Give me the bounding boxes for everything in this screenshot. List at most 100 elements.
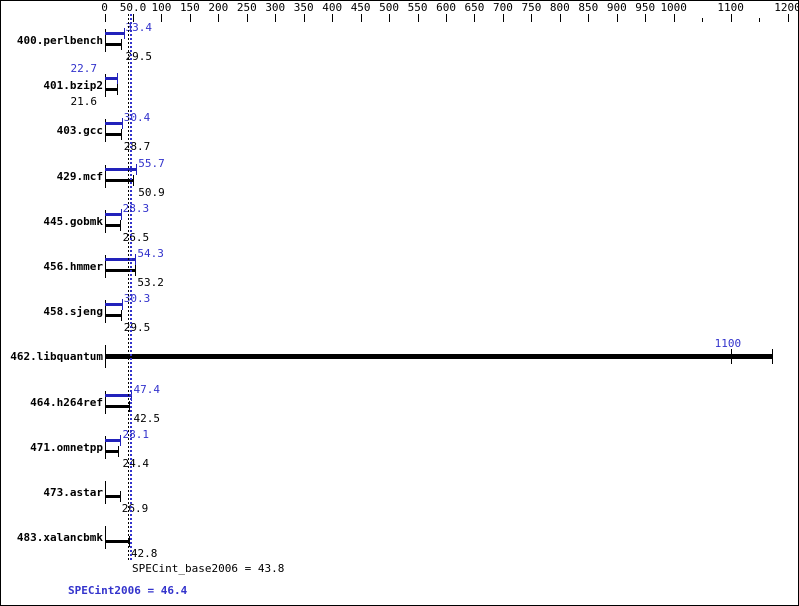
x-axis-tick-label: 500 [379,1,400,14]
base-value-label: 50.9 [138,185,165,199]
benchmark-label-400-perlbench: 400.perlbench [16,34,103,47]
benchmark-label-445-gobmk: 445.gobmk [43,214,103,228]
peak-bar-endcap [124,28,125,39]
x-axis-tick [133,14,134,22]
row-left-bracket [105,29,106,52]
peak-value-label: 30.3 [123,292,151,306]
x-axis-tick [161,14,162,22]
benchmark-label-462-libquantum: 462.libquantum [10,350,103,364]
specint-base-footer-label: SPECint_base2006 = 43.8 [132,562,285,575]
row-left-bracket [105,390,106,414]
peak-bar-endcap [120,434,121,446]
x-axis-tick-label: 450 [350,1,371,14]
base-value-label: 29.5 [123,321,151,335]
x-axis-tick [304,14,305,22]
x-axis-tick [446,14,447,22]
base-bar [105,133,122,137]
base-bar [105,269,136,272]
peak-bar [105,212,122,216]
x-axis-tick-label: 800 [549,1,570,14]
x-axis-tick [105,14,106,22]
x-axis-tick [361,14,362,22]
specint-base-reference-line [128,14,129,560]
base-value-label: 26.9 [121,502,149,515]
benchmark-label-471-omnetpp: 471.omnetpp [30,440,103,454]
row-left-bracket [105,164,106,188]
x-axis-tick-label: 350 [293,1,314,14]
base-bar-endcap [117,84,118,96]
peak-bar-endcap [122,118,123,130]
x-axis-tick [674,14,675,22]
x-axis-tick-label: 1000 [660,1,687,14]
x-axis-tick [788,14,789,22]
x-axis-tick [759,18,760,22]
benchmark-label-458-sjeng: 458.sjeng [43,305,103,319]
x-axis-tick [247,14,248,22]
row-left-bracket [105,255,106,278]
x-axis-tick [275,14,276,22]
base-value-label: 21.6 [70,95,98,109]
peak-bar [105,258,136,261]
x-axis-tick [503,14,504,22]
benchmark-label-483-xalancbmk: 483.xalancbmk [16,531,103,545]
x-axis-tick-label: 650 [464,1,485,14]
x-axis-tick-label: 200 [208,1,229,14]
peak-value-label: 33.4 [125,21,153,34]
peak-bar [105,167,137,171]
specint-peak-reference-line [130,14,132,560]
x-axis-tick-label: 50.0 [119,1,147,14]
peak-bar [105,438,121,442]
base-bar [105,540,130,544]
specint-peak-footer-label: SPECint2006 = 46.4 [68,584,188,597]
peak-bar-endcap [135,254,136,265]
peak-value-label: 1100 [714,337,742,351]
benchmark-label-401-bzip2: 401.bzip2 [43,79,103,93]
chart-border-left [0,0,1,606]
x-axis-tick-label: 950 [635,1,656,14]
benchmark-label-456-hmmer: 456.hmmer [43,260,103,273]
peak-bar-endcap [117,73,118,85]
x-axis-tick [588,14,589,22]
x-axis-tick-label: 150 [179,1,200,14]
x-axis-tick [702,18,703,22]
peak-bar [105,393,132,397]
peak-value-label: 22.7 [70,62,98,76]
peak-value-label: 30.4 [123,111,151,125]
base-bar-endcap [121,129,122,141]
x-axis-tick [645,14,646,22]
peak-bar [105,303,123,307]
x-axis-tick [332,14,333,22]
base-value-label: 53.2 [137,276,164,289]
base-bar-endcap [120,219,121,231]
base-bar [105,178,134,182]
x-axis-tick [617,14,618,22]
x-axis-tick [418,14,419,22]
peak-value-label: 47.4 [133,382,160,396]
x-axis-tick-label: 1200 [774,1,799,14]
row-left-bracket [105,435,106,459]
peak-value-label: 28.1 [122,427,149,441]
row-left-bracket [105,119,106,143]
base-bar-endcap [135,265,136,276]
peak-value-label: 28.3 [122,201,150,215]
peak-bar-endcap [121,208,122,220]
row-left-bracket [105,300,106,324]
x-axis-tick [531,14,532,22]
x-axis-tick-label: 300 [265,1,286,14]
base-value-label: 42.8 [130,547,158,561]
benchmark-label-464-h264ref: 464.h264ref [30,395,103,409]
peak-bar [105,77,118,81]
x-axis-tick-label: 850 [578,1,599,14]
base-value-label: 26.5 [122,230,150,244]
base-bar-endcap [133,174,134,186]
base-bar [105,88,118,92]
base-bar [105,314,122,318]
base-bar-endcap [772,349,773,365]
base-bar [105,495,121,498]
x-axis-tick-label: 100 [151,1,172,14]
x-axis-tick-label: 750 [521,1,542,14]
x-axis-tick-label: 1100 [717,1,744,14]
base-bar [105,449,119,453]
x-axis-tick-label: 400 [322,1,343,14]
